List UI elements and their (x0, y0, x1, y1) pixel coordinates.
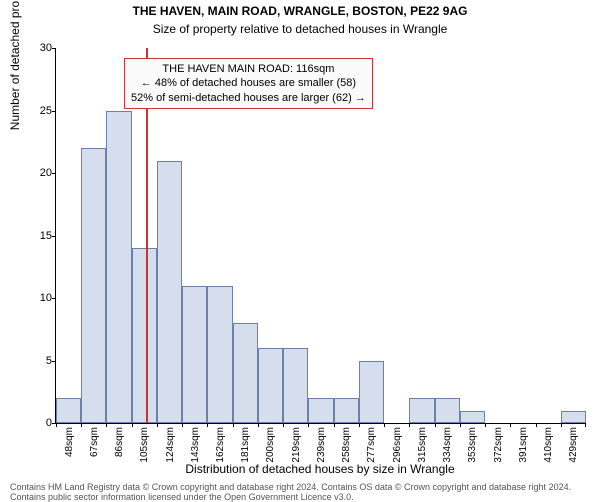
x-tick-label: 410sqm (543, 427, 554, 463)
x-tick-label: 105sqm (139, 427, 150, 463)
x-tick-label: 429sqm (568, 427, 579, 463)
histogram-bar (106, 111, 131, 424)
annotation-box: THE HAVEN MAIN ROAD: 116sqm← 48% of deta… (124, 58, 373, 109)
x-tick-label: 86sqm (114, 427, 125, 457)
x-tick-mark (334, 423, 335, 427)
chart-title-secondary: Size of property relative to detached ho… (0, 22, 600, 36)
y-tick-mark (52, 48, 56, 49)
histogram-bar (132, 248, 157, 423)
x-tick-mark (359, 423, 360, 427)
histogram-bar (308, 398, 333, 423)
x-tick-label: 372sqm (493, 427, 504, 463)
x-tick-mark (561, 423, 562, 427)
histogram-bar (233, 323, 258, 423)
y-tick-mark (52, 361, 56, 362)
x-tick-label: 277sqm (366, 427, 377, 463)
annotation-line: ← 48% of detached houses are smaller (58… (131, 76, 366, 90)
x-tick-mark (435, 423, 436, 427)
histogram-bar (334, 398, 359, 423)
x-tick-mark (56, 423, 57, 427)
x-tick-mark (233, 423, 234, 427)
x-tick-label: 124sqm (165, 427, 176, 463)
x-tick-mark (132, 423, 133, 427)
x-tick-mark (258, 423, 259, 427)
credit-text: Contains HM Land Registry data © Crown c… (10, 482, 600, 502)
x-tick-mark (182, 423, 183, 427)
x-axis-label: Distribution of detached houses by size … (55, 462, 585, 476)
x-tick-mark (157, 423, 158, 427)
histogram-bar (435, 398, 460, 423)
annotation-line: THE HAVEN MAIN ROAD: 116sqm (131, 62, 366, 76)
x-tick-mark (460, 423, 461, 427)
histogram-bar (283, 348, 308, 423)
x-tick-label: 296sqm (392, 427, 403, 463)
x-tick-label: 48sqm (64, 427, 75, 457)
x-tick-mark (207, 423, 208, 427)
histogram-bar (157, 161, 182, 424)
x-tick-label: 334sqm (442, 427, 453, 463)
histogram-bar (409, 398, 434, 423)
chart-container: THE HAVEN, MAIN ROAD, WRANGLE, BOSTON, P… (0, 0, 600, 500)
histogram-bar (207, 286, 232, 424)
y-tick-mark (52, 298, 56, 299)
chart-title-primary: THE HAVEN, MAIN ROAD, WRANGLE, BOSTON, P… (0, 4, 600, 18)
histogram-bar (359, 361, 384, 424)
x-tick-label: 219sqm (291, 427, 302, 463)
histogram-bar (460, 411, 485, 424)
x-tick-mark (308, 423, 309, 427)
x-tick-label: 200sqm (265, 427, 276, 463)
histogram-bar (182, 286, 207, 424)
x-tick-label: 315sqm (417, 427, 428, 463)
plot-area: 05101520253048sqm67sqm86sqm105sqm124sqm1… (55, 48, 586, 424)
x-tick-label: 353sqm (467, 427, 478, 463)
histogram-bar (56, 398, 81, 423)
x-tick-label: 391sqm (518, 427, 529, 463)
histogram-bar (561, 411, 586, 424)
x-tick-label: 162sqm (215, 427, 226, 463)
x-tick-label: 67sqm (89, 427, 100, 457)
x-tick-mark (409, 423, 410, 427)
x-tick-mark (485, 423, 486, 427)
x-tick-mark (536, 423, 537, 427)
x-tick-mark (384, 423, 385, 427)
y-tick-mark (52, 173, 56, 174)
histogram-bar (81, 148, 106, 423)
x-tick-label: 258sqm (341, 427, 352, 463)
x-tick-label: 143sqm (190, 427, 201, 463)
x-tick-mark (106, 423, 107, 427)
y-tick-mark (52, 111, 56, 112)
y-tick-mark (52, 236, 56, 237)
y-axis-label: Number of detached properties (8, 0, 22, 235)
histogram-bar (258, 348, 283, 423)
x-tick-mark (585, 423, 586, 427)
x-tick-mark (81, 423, 82, 427)
x-tick-mark (283, 423, 284, 427)
x-tick-label: 239sqm (316, 427, 327, 463)
annotation-line: 52% of semi-detached houses are larger (… (131, 91, 366, 105)
x-tick-mark (510, 423, 511, 427)
x-tick-label: 181sqm (240, 427, 251, 463)
